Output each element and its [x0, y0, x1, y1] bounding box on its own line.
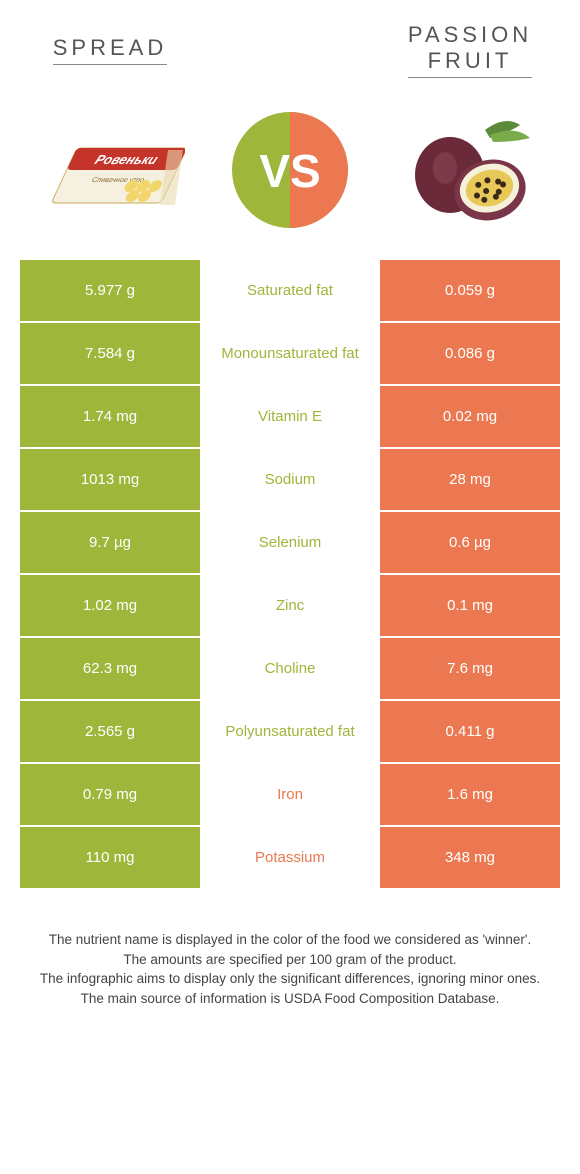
nutrient-label: Choline	[200, 638, 380, 699]
table-row: 0.79 mgIron1.6 mg	[20, 764, 560, 825]
left-value: 5.977 g	[20, 260, 200, 321]
right-value: 1.6 mg	[380, 764, 560, 825]
right-image	[380, 110, 560, 230]
footer-line: The infographic aims to display only the…	[30, 969, 550, 989]
table-row: 7.584 gMonounsaturated fat0.086 g	[20, 323, 560, 384]
right-value: 0.086 g	[380, 323, 560, 384]
left-value: 1.74 mg	[20, 386, 200, 447]
svg-text:Сливочное утро: Сливочное утро	[90, 175, 146, 184]
header-right: PASSION FRUIT	[380, 0, 560, 100]
left-image: Ровеньки Сливочное утро	[20, 120, 200, 220]
table-row: 2.565 gPolyunsaturated fat0.411 g	[20, 701, 560, 762]
table-row: 110 mgPotassium348 mg	[20, 827, 560, 888]
right-value: 28 mg	[380, 449, 560, 510]
header-left: SPREAD	[20, 0, 200, 100]
right-value: 0.059 g	[380, 260, 560, 321]
header-spacer	[200, 0, 380, 100]
left-value: 9.7 µg	[20, 512, 200, 573]
passion-fruit-icon	[395, 110, 545, 230]
nutrient-label: Potassium	[200, 827, 380, 888]
nutrient-label: Selenium	[200, 512, 380, 573]
left-value: 110 mg	[20, 827, 200, 888]
nutrient-label: Zinc	[200, 575, 380, 636]
vs-icon: VS	[200, 105, 380, 235]
footer-line: The nutrient name is displayed in the co…	[30, 930, 550, 950]
table-row: 62.3 mgCholine7.6 mg	[20, 638, 560, 699]
left-value: 7.584 g	[20, 323, 200, 384]
header: SPREAD PASSION FRUIT	[0, 0, 580, 100]
right-value: 7.6 mg	[380, 638, 560, 699]
table-row: 1.74 mgVitamin E0.02 mg	[20, 386, 560, 447]
footer-line: The amounts are specified per 100 gram o…	[30, 950, 550, 970]
right-value: 0.411 g	[380, 701, 560, 762]
svg-text:VS: VS	[259, 145, 320, 197]
nutrient-label: Sodium	[200, 449, 380, 510]
footer-notes: The nutrient name is displayed in the co…	[0, 890, 580, 1008]
left-value: 0.79 mg	[20, 764, 200, 825]
left-value: 2.565 g	[20, 701, 200, 762]
table-row: 5.977 gSaturated fat0.059 g	[20, 260, 560, 321]
images-row: Ровеньки Сливочное утро VS	[0, 100, 580, 260]
table-row: 1.02 mgZinc0.1 mg	[20, 575, 560, 636]
right-value: 0.1 mg	[380, 575, 560, 636]
table-row: 9.7 µgSelenium0.6 µg	[20, 512, 560, 573]
left-value: 62.3 mg	[20, 638, 200, 699]
nutrient-label: Iron	[200, 764, 380, 825]
svg-text:Ровеньки: Ровеньки	[93, 153, 161, 167]
spread-icon: Ровеньки Сливочное утро	[35, 120, 185, 220]
right-title: PASSION FRUIT	[408, 22, 532, 79]
nutrient-label: Monounsaturated fat	[200, 323, 380, 384]
right-value: 348 mg	[380, 827, 560, 888]
comparison-table: 5.977 gSaturated fat0.059 g7.584 gMonoun…	[0, 260, 580, 888]
left-value: 1013 mg	[20, 449, 200, 510]
table-row: 1013 mgSodium28 mg	[20, 449, 560, 510]
nutrient-label: Saturated fat	[200, 260, 380, 321]
nutrient-label: Polyunsaturated fat	[200, 701, 380, 762]
left-value: 1.02 mg	[20, 575, 200, 636]
right-value: 0.02 mg	[380, 386, 560, 447]
left-title: SPREAD	[53, 35, 167, 65]
right-value: 0.6 µg	[380, 512, 560, 573]
footer-line: The main source of information is USDA F…	[30, 989, 550, 1009]
nutrient-label: Vitamin E	[200, 386, 380, 447]
